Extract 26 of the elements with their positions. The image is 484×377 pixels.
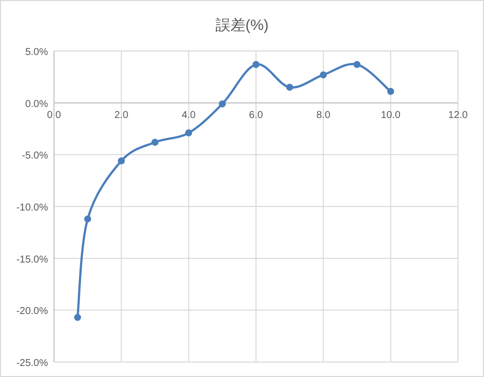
x-tick-label: 8.0: [316, 110, 331, 121]
y-tick-label: -10.0%: [16, 202, 48, 214]
point: [320, 71, 327, 78]
y-tick-label: -15.0%: [16, 254, 48, 266]
point: [185, 129, 192, 136]
y-tick-label: -25.0%: [16, 358, 48, 369]
y-tick-label: 5.0%: [25, 47, 48, 58]
x-tick-label: 2.0: [114, 110, 129, 121]
point: [252, 60, 260, 68]
x-tick-label: 12.0: [448, 110, 468, 121]
y-tick-label: -5.0%: [22, 150, 48, 162]
x-tick-label: 0.0: [47, 110, 62, 121]
point: [218, 100, 226, 108]
point: [118, 157, 125, 164]
x-tick-label: 6.0: [249, 110, 264, 121]
x-tick-label: 10.0: [380, 110, 401, 121]
point: [387, 88, 394, 95]
x-tick-label: 4.0: [182, 110, 196, 121]
y-tick-label: -20.0%: [16, 306, 48, 318]
point: [286, 84, 294, 91]
point: [84, 215, 92, 222]
chart-title: 誤差(%): [215, 17, 269, 34]
y-tick-label: 0.0%: [25, 98, 48, 110]
point: [354, 60, 360, 68]
point: [74, 314, 82, 321]
point: [152, 138, 158, 146]
